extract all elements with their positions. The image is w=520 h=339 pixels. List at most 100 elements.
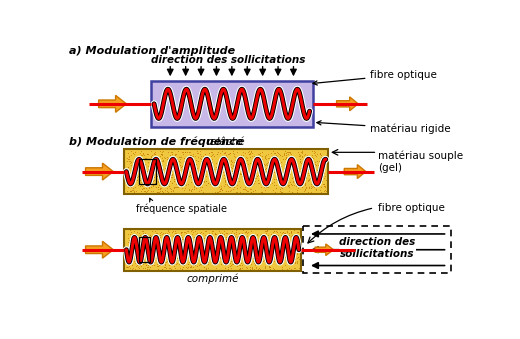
Point — [263, 228, 271, 233]
Point — [321, 185, 329, 190]
Point — [145, 174, 153, 180]
Point — [141, 266, 149, 271]
Point — [317, 176, 325, 181]
Point — [268, 235, 276, 240]
Point — [194, 235, 203, 241]
Point — [313, 152, 321, 157]
Point — [292, 182, 300, 188]
Point — [285, 149, 293, 155]
Point — [129, 187, 137, 193]
Point — [170, 157, 178, 162]
Point — [152, 237, 161, 242]
Point — [278, 230, 286, 236]
Point — [144, 166, 152, 172]
Point — [253, 233, 261, 238]
Point — [210, 182, 218, 187]
Point — [215, 247, 224, 252]
Point — [169, 233, 177, 239]
Point — [144, 253, 152, 259]
Point — [251, 159, 259, 164]
Point — [249, 158, 257, 163]
Point — [210, 250, 218, 256]
Point — [291, 265, 299, 271]
Point — [220, 181, 229, 187]
Point — [156, 230, 164, 235]
Point — [186, 252, 194, 258]
Point — [256, 244, 265, 249]
Point — [211, 231, 219, 236]
Point — [241, 230, 250, 235]
Point — [316, 177, 324, 183]
Point — [127, 256, 135, 261]
Point — [251, 161, 259, 166]
Point — [264, 237, 272, 242]
Point — [253, 253, 261, 259]
Point — [226, 264, 234, 269]
Point — [140, 231, 149, 236]
Point — [213, 260, 221, 265]
Point — [160, 243, 168, 248]
Point — [142, 238, 151, 243]
Point — [308, 158, 317, 163]
Point — [149, 250, 157, 255]
Point — [233, 256, 241, 262]
Point — [261, 250, 269, 256]
Point — [287, 229, 295, 234]
Point — [224, 237, 232, 242]
Point — [141, 244, 150, 250]
Point — [216, 166, 225, 172]
Point — [191, 239, 199, 244]
Point — [289, 175, 297, 180]
Point — [149, 237, 157, 242]
Point — [243, 248, 251, 253]
Point — [308, 170, 316, 175]
Point — [277, 256, 285, 262]
Point — [243, 243, 252, 248]
Point — [172, 158, 180, 163]
Point — [295, 158, 304, 163]
Point — [208, 257, 216, 263]
Point — [168, 172, 176, 177]
Point — [242, 175, 251, 180]
Point — [224, 188, 232, 194]
Point — [289, 252, 297, 257]
Point — [206, 260, 215, 265]
Point — [193, 165, 201, 171]
Point — [322, 177, 330, 183]
Point — [225, 248, 233, 254]
Point — [237, 162, 245, 167]
Point — [173, 184, 181, 190]
Point — [311, 170, 319, 175]
Point — [150, 256, 158, 262]
Point — [144, 262, 152, 268]
Point — [214, 258, 223, 263]
Point — [138, 187, 146, 192]
Point — [197, 162, 205, 168]
Point — [137, 182, 145, 188]
Point — [221, 262, 229, 267]
Point — [177, 254, 185, 260]
Point — [217, 164, 225, 169]
Point — [244, 229, 252, 234]
Point — [179, 155, 188, 160]
Point — [139, 256, 148, 262]
Point — [140, 152, 148, 158]
Point — [159, 166, 167, 172]
Point — [155, 233, 164, 238]
Point — [166, 169, 175, 175]
Point — [152, 247, 160, 252]
Point — [261, 166, 269, 172]
Point — [141, 156, 150, 161]
Point — [225, 167, 233, 172]
Point — [283, 253, 292, 259]
Point — [208, 232, 216, 238]
Point — [144, 251, 152, 256]
Point — [242, 239, 250, 245]
Point — [150, 228, 159, 234]
Point — [193, 150, 201, 155]
Point — [254, 177, 262, 183]
Point — [151, 248, 159, 254]
Point — [128, 242, 137, 247]
Point — [192, 178, 200, 184]
Point — [154, 179, 163, 184]
